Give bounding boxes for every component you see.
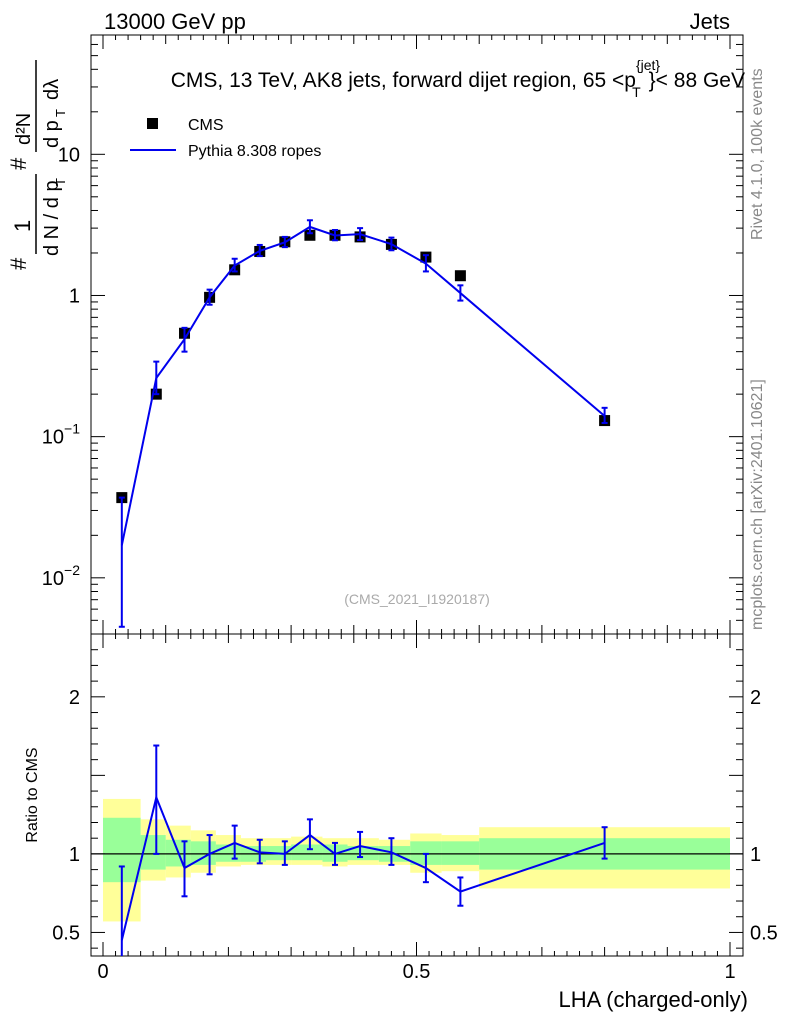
y-tick-main-2: 1: [69, 285, 80, 307]
band-inner-bin: [441, 841, 480, 865]
y-tick-ratio-0: 0.5: [52, 922, 80, 944]
band-inner-bin: [140, 835, 166, 870]
y-tick-main-3: 10: [58, 144, 80, 166]
ratio-plot-marks: [118, 744, 608, 956]
y-tick-ratio-1: 1: [69, 844, 80, 866]
y-tick-ratio-2: 2: [69, 687, 80, 709]
ratio-y-tick-labels: 0.5 1 2 0.5 1 2: [52, 687, 778, 945]
main-plot-marks: [116, 219, 611, 628]
y-label-num2: d²N: [13, 113, 35, 145]
y-label-sub2: T: [53, 109, 68, 117]
y-tick-ratio-right-1: 1: [750, 844, 761, 866]
y-tick-main-1-exp: −1: [64, 421, 80, 437]
y-label-den2: d p: [41, 120, 63, 148]
legend-data-marker: [147, 118, 158, 129]
analysis-id: (CMS_2021_I1920187): [344, 591, 490, 607]
y-tick-main-0-exp: −2: [64, 562, 80, 578]
plot-title: CMS, 13 TeV, AK8 jets, forward dijet reg…: [171, 57, 745, 100]
y-label-dl: dλ: [41, 79, 63, 100]
band-inner-bin: [291, 844, 323, 861]
title-prefix: CMS, 13 TeV, AK8 jets, forward dijet reg…: [171, 69, 636, 92]
mcplots-label: mcplots.cern.ch [arXiv:2401.10621]: [749, 379, 766, 630]
main-y-tick-labels: 10−2 10−1 1 10: [42, 144, 80, 590]
y-label-sub1: T: [53, 178, 68, 186]
title-sup: {jet}: [636, 57, 660, 73]
y-tick-main-1: 10−1: [42, 421, 80, 449]
cms-data-point: [454, 270, 466, 282]
y-label-hash1: #: [6, 257, 31, 270]
legend-data-label: CMS: [188, 117, 224, 134]
y-label-num1: 1: [10, 220, 35, 232]
header-right: Jets: [690, 9, 730, 34]
y-axis-label: # 1 d N / d p T # d²N d p T dλ: [6, 60, 68, 270]
y-tick-ratio-right-2: 2: [750, 687, 761, 709]
y-tick-main-0: 10−2: [42, 562, 80, 590]
title-suffix: }< 88 GeV: [649, 69, 745, 92]
y-tick-ratio-right-0: 0.5: [750, 922, 778, 944]
axis-ticks: [91, 34, 743, 956]
ratio-axis-label: Ratio to CMS: [24, 747, 41, 842]
pythia-line: [120, 225, 606, 546]
x-tick-0: 0: [97, 961, 108, 983]
legend-mc-label: Pythia 8.308 ropes: [188, 143, 321, 160]
ratio-line: [120, 794, 605, 941]
cms-data-point: [304, 229, 316, 241]
x-tick-2: 1: [724, 961, 735, 983]
x-axis-label: LHA (charged-only): [558, 987, 748, 1012]
title-sub: T: [632, 84, 641, 100]
x-tick-1: 0.5: [403, 961, 431, 983]
x-tick-labels: 0 0.5 1: [97, 961, 735, 983]
y-label-den1: d N / d p: [41, 180, 63, 256]
y-label-hash2: #: [6, 157, 31, 170]
band-inner-bin: [347, 846, 379, 861]
ratio-frame: [90, 633, 744, 957]
rivet-label: Rivet 4.1.0, 100k events: [749, 68, 766, 240]
legend: CMS Pythia 8.308 ropes: [130, 117, 321, 160]
header-left: 13000 GeV pp: [104, 9, 246, 34]
